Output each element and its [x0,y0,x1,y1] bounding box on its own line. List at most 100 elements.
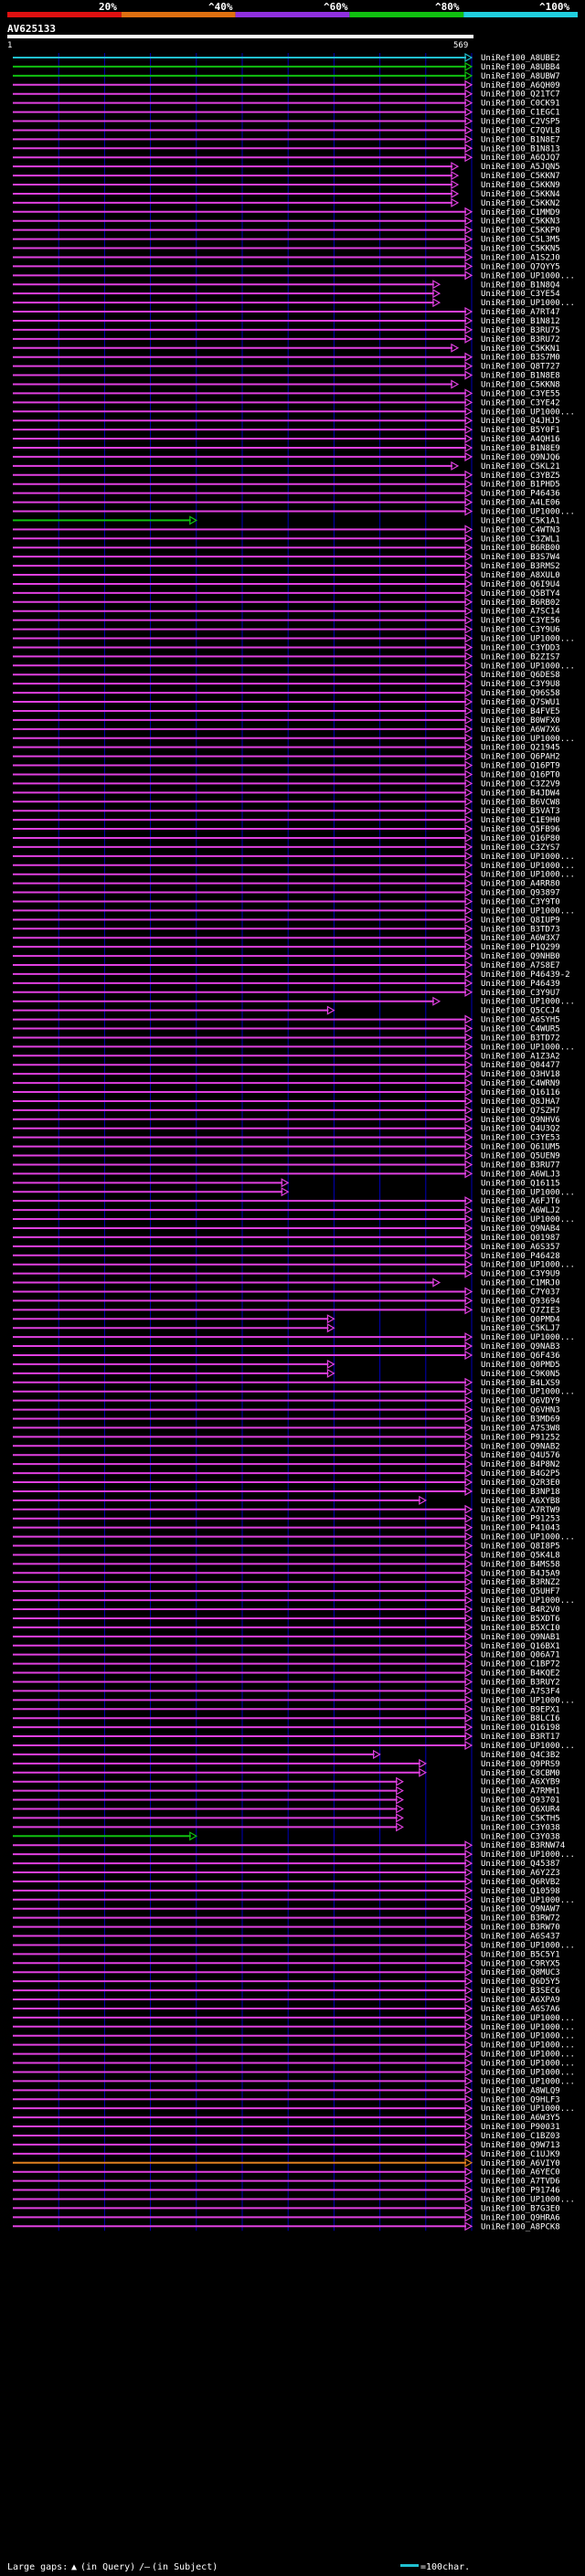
hit-label[interactable]: UniRef100_Q8JHA7 [481,1097,560,1107]
hit-row[interactable]: UniRef100_B3S7M0 [13,352,560,363]
hit-row[interactable]: UniRef100_Q9NAB3 [13,1341,560,1352]
hit-row[interactable]: UniRef100_C3Y038 [13,1831,560,1841]
hit-row[interactable]: UniRef100_A1S2J0 [13,252,560,262]
hit-row[interactable]: UniRef100_B3S7W4 [13,552,560,562]
hit-row[interactable]: UniRef100_C5KKN9 [13,179,560,190]
hit-row[interactable]: UniRef100_UP1000... [13,506,575,517]
hit-label[interactable]: UniRef100_Q4U576 [481,1451,560,1460]
hit-row[interactable]: UniRef100_Q16P80 [13,832,560,843]
hit-label[interactable]: UniRef100_C3ZYS7 [481,843,560,853]
hit-label[interactable]: UniRef100_UP1000... [481,853,575,862]
hit-label[interactable]: UniRef100_C3Y9U7 [481,989,560,998]
hit-label[interactable]: UniRef100_Q5CCJ4 [481,1007,560,1016]
hit-label[interactable]: UniRef100_B4KQE2 [481,1670,560,1679]
hit-row[interactable]: UniRef100_B5VAT3 [13,806,560,816]
hit-label[interactable]: UniRef100_C3Y038 [481,1832,560,1841]
hit-label[interactable]: UniRef100_A7RTW9 [481,1506,560,1515]
hit-label[interactable]: UniRef100_B4LXS9 [481,1379,560,1388]
hit-label[interactable]: UniRef100_UP1000... [481,1043,575,1052]
hit-row[interactable]: UniRef100_P46439 [13,978,560,989]
hit-row[interactable]: UniRef100_UP1000... [13,2104,575,2114]
hit-row[interactable]: UniRef100_UP1000... [13,1042,575,1052]
hit-row[interactable]: UniRef100_UP1000... [13,407,575,417]
hit-row[interactable]: UniRef100_Q16198 [13,1723,560,1733]
hit-row[interactable]: UniRef100_Q21945 [13,742,560,753]
hit-row[interactable]: UniRef100_B3RNW74 [13,1840,565,1850]
hit-row[interactable]: UniRef100_Q21TC7 [13,89,560,100]
hit-label[interactable]: UniRef100_Q8I8P5 [481,1542,560,1552]
hit-label[interactable]: UniRef100_Q5BTY4 [481,589,560,599]
hit-row[interactable]: UniRef100_B1N8E8 [13,370,560,381]
hit-label[interactable]: UniRef100_B3RW70 [481,1924,560,1933]
hit-row[interactable]: UniRef100_A6YEC0 [13,2167,560,2178]
hit-row[interactable]: UniRef100_Q93897 [13,887,560,898]
hit-label[interactable]: UniRef100_A6Y2Z3 [481,1869,560,1878]
hit-label[interactable]: UniRef100_C5KKN1 [481,345,560,354]
hit-label[interactable]: UniRef100_P91253 [481,1515,560,1524]
hit-row[interactable]: UniRef100_B4KQE2 [13,1668,560,1679]
hit-row[interactable]: UniRef100_A8UBW7 [13,70,560,81]
hit-label[interactable]: UniRef100_Q8IUP9 [481,916,560,925]
hit-label[interactable]: UniRef100_A8WLQ9 [481,2086,560,2095]
hit-label[interactable]: UniRef100_B7G3E0 [481,2204,560,2213]
hit-row[interactable]: UniRef100_UP1000... [13,2040,575,2051]
hit-label[interactable]: UniRef100_B3RT17 [481,1733,560,1742]
hit-label[interactable]: UniRef100_A6VIY0 [481,2159,560,2168]
hit-row[interactable]: UniRef100_A6S7A6 [13,2003,560,2014]
hit-row[interactable]: UniRef100_P41043 [13,1522,560,1533]
hit-label[interactable]: UniRef100_A6FJT6 [481,1197,560,1206]
hit-row[interactable]: UniRef100_B1N812 [13,315,560,326]
hit-row[interactable]: UniRef100_A6W7X6 [13,724,560,735]
hit-row[interactable]: UniRef100_C5KKN4 [13,188,560,199]
hit-row[interactable]: UniRef100_C5KKN1 [13,343,560,354]
hit-label[interactable]: UniRef100_A7RT47 [481,308,560,317]
hit-row[interactable]: UniRef100_Q6VDY9 [13,1395,560,1406]
hit-row[interactable]: UniRef100_UP1000... [13,2030,575,2041]
hit-label[interactable]: UniRef100_UP1000... [481,2104,575,2114]
hit-label[interactable]: UniRef100_Q3HV18 [481,1070,560,1079]
hit-label[interactable]: UniRef100_B4FVE5 [481,707,560,716]
hit-label[interactable]: UniRef100_Q93897 [481,889,560,898]
hit-label[interactable]: UniRef100_UP1000... [481,1850,575,1860]
hit-row[interactable]: UniRef100_Q6D5Y5 [13,1977,560,1987]
hit-row[interactable]: UniRef100_B1N8E9 [13,442,560,453]
hit-row[interactable]: UniRef100_P91746 [13,2185,560,2196]
hit-label[interactable]: UniRef100_B4R2V0 [481,1606,560,1615]
hit-label[interactable]: UniRef100_Q93694 [481,1297,560,1306]
hit-row[interactable]: UniRef100_P90031 [13,2122,560,2132]
hit-row[interactable]: UniRef100_B3RNZ2 [13,1577,560,1587]
hit-row[interactable]: UniRef100_P46439-2 [13,969,570,980]
hit-row[interactable]: UniRef100_UP1000... [13,2012,575,2023]
hit-row[interactable]: UniRef100_B4P8N2 [13,1459,560,1469]
hit-row[interactable]: UniRef100_A4QH16 [13,434,560,444]
hit-row[interactable]: UniRef100_B3RMS2 [13,561,560,571]
hit-label[interactable]: UniRef100_B4MS58 [481,1560,560,1569]
hit-label[interactable]: UniRef100_C8CBM0 [481,1769,560,1778]
hit-row[interactable]: UniRef100_Q5FB96 [13,824,560,834]
hit-row[interactable]: UniRef100_A6S437 [13,1931,560,1942]
hit-label[interactable]: UniRef100_Q7SWU1 [481,698,560,707]
hit-row[interactable]: UniRef100_UP1000... [13,1940,575,1950]
hit-row[interactable]: UniRef100_UP1000... [13,298,575,308]
hit-row[interactable]: UniRef100_C3YE54 [13,289,560,299]
hit-row[interactable]: UniRef100_A8UBE2 [13,52,560,63]
hit-label[interactable]: UniRef100_Q6XUR4 [481,1805,560,1814]
hit-row[interactable]: UniRef100_Q04477 [13,1060,560,1070]
hit-row[interactable]: UniRef100_Q0PMD5 [13,1359,560,1370]
hit-label[interactable]: UniRef100_Q5UHF7 [481,1587,560,1596]
hit-label[interactable]: UniRef100_Q7SZH7 [481,1107,560,1116]
hit-label[interactable]: UniRef100_A6QJQ7 [481,154,560,163]
hit-row[interactable]: UniRef100_B1N8Q4 [13,280,560,290]
hit-row[interactable]: UniRef100_Q16PT9 [13,760,560,771]
hit-label[interactable]: UniRef100_B3TD72 [481,1034,560,1043]
hit-row[interactable]: UniRef100_A6W3Y5 [13,2113,560,2123]
hit-label[interactable]: UniRef100_Q4U3Q2 [481,1125,560,1134]
hit-label[interactable]: UniRef100_Q16116 [481,1088,560,1097]
hit-label[interactable]: UniRef100_C4WUR5 [481,1025,560,1034]
hit-row[interactable]: UniRef100_UP1000... [13,633,575,644]
hit-row[interactable]: UniRef100_Q9NAB4 [13,1223,560,1234]
hit-row[interactable]: UniRef100_C5L3M5 [13,234,560,245]
hit-row[interactable]: UniRef100_A6FJT6 [13,1196,560,1206]
hit-label[interactable]: UniRef100_B5C5Y1 [481,1950,560,1959]
hit-row[interactable]: UniRef100_C1E9H0 [13,815,560,825]
